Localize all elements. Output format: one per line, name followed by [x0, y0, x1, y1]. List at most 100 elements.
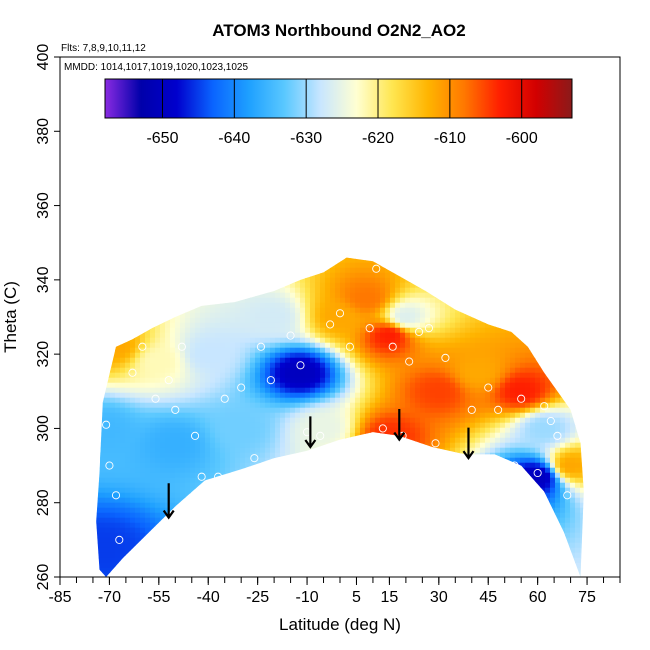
heatmap-cell: [70, 423, 76, 429]
heatmap-cell: [330, 322, 336, 329]
heatmap-cell: [85, 273, 91, 279]
heatmap-cell: [295, 377, 301, 384]
heatmap-cell: [285, 287, 291, 294]
heatmap-cell: [270, 367, 276, 374]
heatmap-cell: [290, 307, 296, 314]
heatmap-cell: [70, 463, 76, 469]
heatmap-cell: [400, 492, 406, 499]
heatmap-cell: [380, 407, 386, 414]
heatmap-cell: [220, 422, 226, 429]
heatmap-cell: [345, 557, 351, 564]
heatmap-cell: [300, 277, 306, 284]
heatmap-cell: [240, 412, 246, 419]
heatmap-cell: [175, 302, 181, 309]
heatmap-cell: [285, 407, 291, 414]
heatmap-cell: [80, 468, 86, 474]
heatmap-cell: [350, 452, 356, 459]
heatmap-cell: [80, 478, 86, 484]
heatmap-cell: [355, 507, 361, 514]
heatmap-cell: [375, 402, 381, 409]
heatmap-cell: [160, 467, 166, 474]
heatmap-cell: [145, 452, 151, 459]
heatmap-cell: [395, 402, 401, 409]
heatmap-cell: [220, 357, 226, 364]
heatmap-cell: [410, 267, 416, 274]
heatmap-cell: [175, 317, 181, 324]
heatmap-cell: [255, 512, 261, 519]
heatmap-cell: [195, 292, 201, 299]
heatmap-cell: [350, 357, 356, 364]
heatmap-cell: [325, 557, 331, 564]
heatmap-cell: [285, 487, 291, 494]
heatmap-cell: [175, 557, 181, 564]
heatmap-cell: [225, 352, 231, 359]
heatmap-cell: [85, 328, 91, 334]
heatmap-cell: [60, 343, 66, 349]
heatmap-cell: [65, 568, 71, 574]
heatmap-cell: [180, 437, 186, 444]
heatmap-cell: [70, 388, 76, 394]
heatmap-cell: [145, 272, 151, 279]
heatmap-cell: [230, 312, 236, 319]
heatmap-cell: [390, 452, 396, 459]
heatmap-cell: [230, 352, 236, 359]
heatmap-cell: [245, 377, 251, 384]
heatmap-cell: [265, 417, 271, 424]
heatmap-cell: [410, 272, 416, 279]
heatmap-cell: [375, 512, 381, 519]
heatmap-cell: [245, 497, 251, 504]
heatmap-cell: [180, 522, 186, 529]
heatmap-cell: [215, 562, 221, 569]
heatmap-cell: [65, 263, 71, 269]
heatmap-cell: [330, 257, 336, 259]
heatmap-cell: [390, 322, 396, 329]
heatmap-cell: [340, 397, 346, 404]
heatmap-cell: [430, 377, 436, 384]
heatmap-cell: [350, 312, 356, 319]
heatmap-cell: [405, 357, 411, 364]
heatmap-cell: [390, 552, 396, 559]
heatmap-cell: [250, 243, 256, 249]
heatmap-cell: [245, 297, 251, 304]
heatmap-cell: [420, 397, 426, 404]
heatmap-cell: [150, 467, 156, 474]
heatmap-cell: [220, 417, 226, 424]
heatmap-cell: [330, 352, 336, 359]
heatmap-cell: [125, 412, 131, 419]
heatmap-cell: [165, 302, 171, 309]
heatmap-cell: [90, 453, 96, 459]
heatmap-cell: [190, 467, 196, 474]
heatmap-cell: [96, 322, 101, 329]
heatmap-cell: [425, 422, 431, 429]
heatmap-cell: [120, 248, 126, 254]
heatmap-cell: [260, 467, 266, 474]
heatmap-cell: [320, 327, 326, 334]
heatmap-cell: [290, 327, 296, 334]
heatmap-cell: [96, 332, 101, 339]
heatmap-cell: [110, 537, 116, 544]
heatmap-cell: [120, 507, 126, 514]
heatmap-cell: [90, 528, 96, 534]
heatmap-cell: [280, 447, 286, 454]
heatmap-cell: [335, 262, 341, 269]
heatmap-cell: [130, 257, 136, 259]
heatmap-cell: [155, 332, 161, 339]
heatmap-cell: [340, 542, 346, 549]
heatmap-cell: [385, 447, 391, 454]
heatmap-cell: [360, 542, 366, 549]
heatmap-cell: [305, 277, 311, 284]
heatmap-cell: [140, 472, 146, 479]
heatmap-cell: [120, 312, 126, 319]
heatmap-cell: [160, 452, 166, 459]
heatmap-cell: [330, 312, 336, 319]
heatmap-cell: [360, 502, 366, 509]
heatmap-cell: [160, 347, 166, 354]
heatmap-cell: [200, 272, 206, 279]
heatmap-cell: [260, 397, 266, 404]
heatmap-cell: [410, 392, 416, 399]
heatmap-cell: [175, 447, 181, 454]
heatmap-cell: [130, 482, 136, 489]
heatmap-cell: [285, 302, 291, 309]
heatmap-cell: [405, 442, 411, 449]
heatmap-cell: [345, 337, 351, 344]
